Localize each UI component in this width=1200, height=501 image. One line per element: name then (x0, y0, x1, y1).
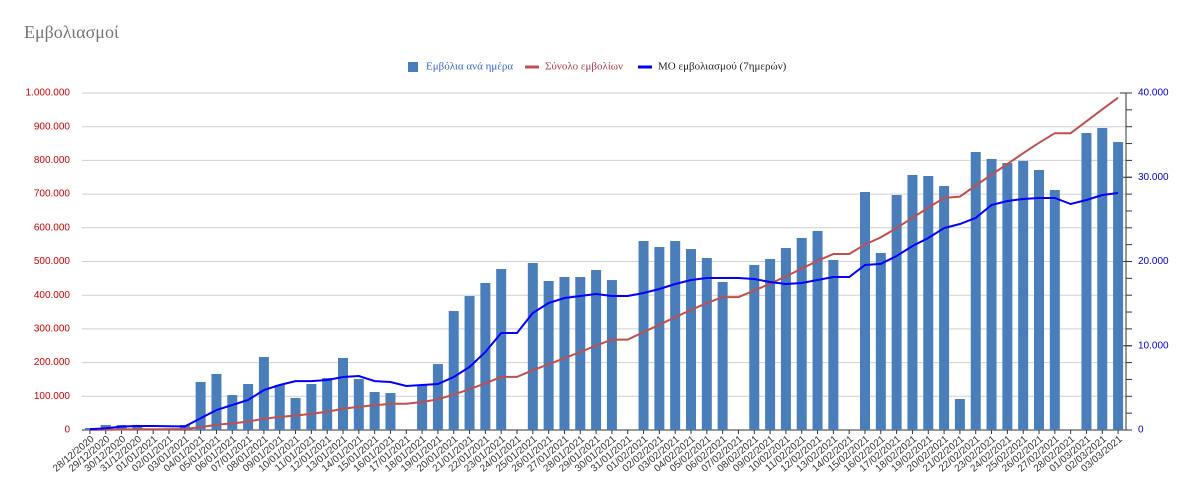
bar (575, 277, 586, 430)
bar (891, 195, 902, 430)
bar (195, 381, 206, 430)
bar (527, 263, 538, 430)
bar (559, 277, 570, 430)
bar (765, 258, 776, 430)
bar (243, 383, 254, 430)
bar (606, 280, 617, 430)
bar (812, 231, 823, 430)
bar (543, 280, 554, 430)
y-tick-label: 300.000 (34, 324, 71, 335)
bar (970, 151, 981, 430)
bar (860, 191, 870, 430)
y-tick-label: 700.000 (34, 189, 71, 200)
y-tick-label: 400.000 (34, 290, 71, 301)
bar (385, 393, 396, 430)
bar (1034, 170, 1044, 430)
bar (591, 270, 602, 430)
bar (448, 311, 459, 430)
legend-label: Εμβόλια ανά ημέρα (426, 61, 513, 73)
bar (496, 268, 507, 430)
line (89, 192, 1119, 431)
bar (875, 252, 886, 430)
bar (954, 398, 965, 430)
bar (211, 373, 222, 430)
bar (1018, 160, 1029, 430)
line (89, 96, 1119, 431)
bar (1049, 189, 1060, 430)
y-tick-label: 0 (64, 425, 70, 436)
y-tick-label: 200.000 (34, 357, 71, 368)
y-tick-label: 1.000.000 (26, 88, 71, 99)
bar (432, 364, 443, 430)
y2-tick-label: 10.000 (1138, 340, 1169, 351)
y2-tick-label: 40.000 (1138, 88, 1169, 99)
bar (923, 175, 934, 430)
bar (1113, 142, 1124, 430)
bar (780, 248, 791, 430)
bar (1002, 163, 1013, 430)
y2-tick-label: 20.000 (1138, 256, 1169, 267)
bar (353, 379, 364, 430)
y-tick-label: 500.000 (34, 256, 71, 267)
bar (274, 385, 285, 430)
bar (369, 392, 380, 430)
bar (338, 357, 348, 430)
y-tick-label: 100.000 (34, 391, 71, 402)
bar (828, 259, 839, 430)
bar (290, 397, 301, 430)
bar (306, 383, 317, 430)
bar (986, 158, 997, 430)
bar (1081, 133, 1092, 431)
y2-tick-label: 30.000 (1138, 172, 1169, 183)
bar (132, 424, 143, 430)
bar (227, 395, 238, 430)
y-tick-label: 600.000 (34, 222, 71, 233)
bar (464, 296, 475, 430)
chart-title: Εμβολιασμοί (24, 22, 119, 42)
bar (638, 241, 649, 430)
legend-label: Σύνολο εμβολίων (545, 61, 623, 73)
bar (749, 264, 760, 430)
bar (686, 249, 696, 430)
bar (670, 241, 681, 430)
bar (939, 186, 950, 430)
bar (717, 281, 728, 430)
legend-swatch (408, 62, 418, 72)
bar (258, 357, 269, 430)
bar (654, 247, 665, 430)
bar (701, 257, 712, 430)
bar (1097, 127, 1108, 431)
y-tick-label: 900.000 (34, 121, 71, 132)
bar (480, 282, 491, 430)
legend-label: ΜΟ εμβολιασμού (7ημερών) (658, 61, 787, 73)
bar (417, 385, 428, 430)
y-tick-label: 800.000 (34, 155, 71, 166)
bar (796, 237, 807, 430)
bar (322, 378, 333, 430)
bar (907, 174, 918, 430)
y2-tick-label: 0 (1138, 425, 1144, 436)
